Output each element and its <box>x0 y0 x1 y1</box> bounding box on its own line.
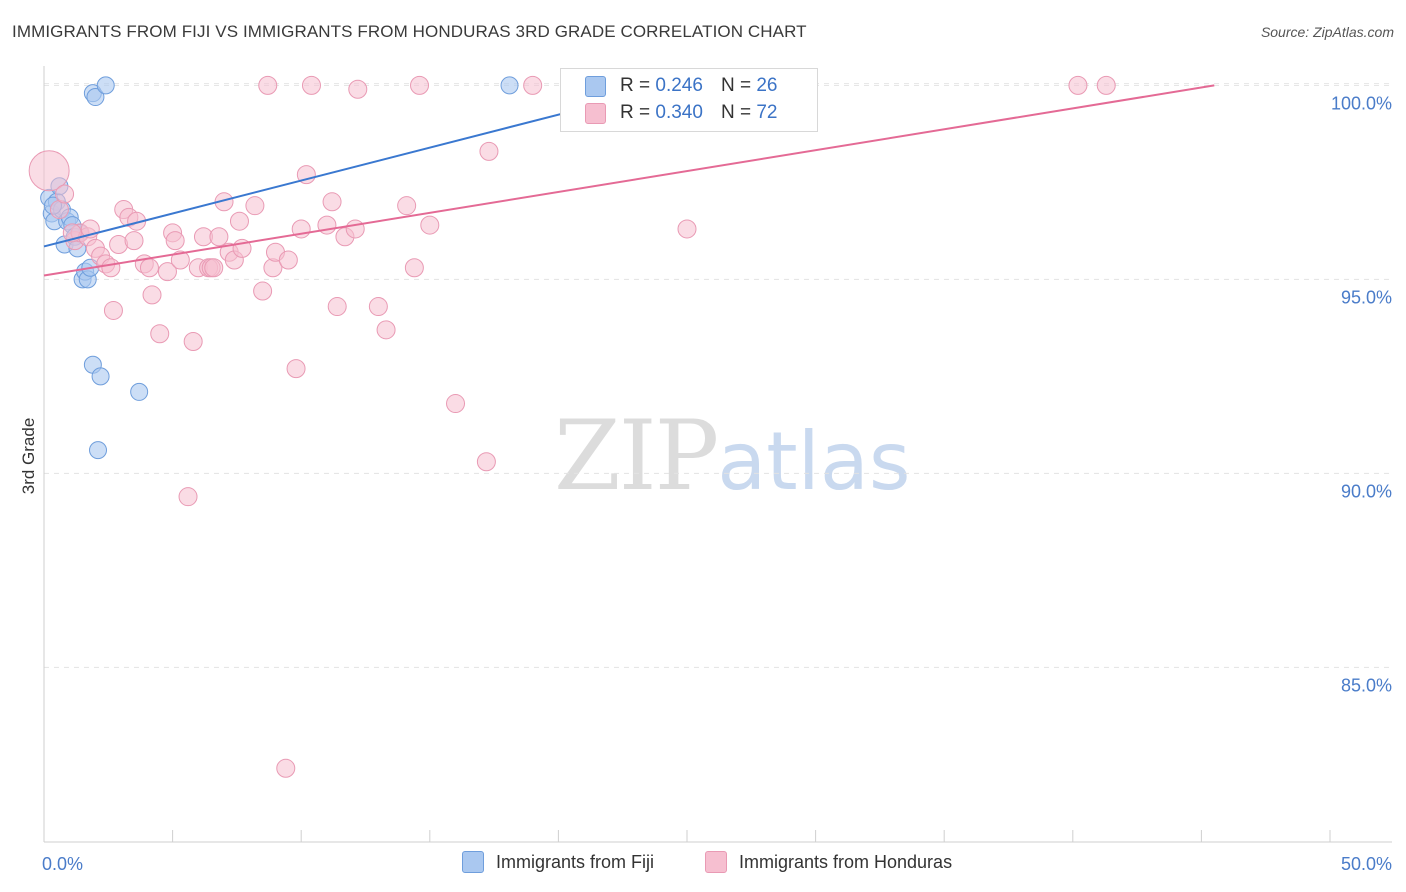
honduras-points <box>28 75 1116 778</box>
y-tick-label: 85.0% <box>1341 675 1392 695</box>
honduras-point <box>101 258 121 278</box>
honduras-r-label: R = <box>620 102 651 123</box>
honduras-point <box>150 324 170 344</box>
y-axis-label: 3rd Grade <box>19 418 38 495</box>
fiji-swatch <box>585 75 606 97</box>
honduras-r-value: 0.340 <box>655 102 703 123</box>
legend-row-fiji: R = 0.246 N = 26 <box>585 73 777 99</box>
fiji-point <box>96 76 115 95</box>
honduras-n-value: 72 <box>756 102 778 123</box>
y-tick-label: 90.0% <box>1341 481 1392 501</box>
honduras-point <box>229 211 249 231</box>
honduras-point <box>170 250 190 270</box>
fiji-r-label: R = <box>620 75 651 96</box>
honduras-point <box>253 281 273 301</box>
y-tick-label: 95.0% <box>1341 287 1392 307</box>
honduras-point <box>376 320 396 340</box>
honduras-point <box>183 331 203 351</box>
honduras-legend-swatch <box>705 851 727 873</box>
axes <box>43 66 1392 843</box>
fiji-n-value: 26 <box>756 75 778 96</box>
honduras-point <box>55 184 75 204</box>
tick-labels: 100.0% 95.0% 90.0% 85.0% 0.0% 50.0% <box>42 93 1392 874</box>
honduras-point <box>327 297 347 317</box>
honduras-point <box>28 150 70 192</box>
honduras-point <box>479 141 499 161</box>
honduras-point <box>523 75 543 95</box>
honduras-point <box>476 452 496 472</box>
honduras-point <box>348 79 368 99</box>
honduras-point <box>286 359 306 379</box>
honduras-point <box>404 258 424 278</box>
honduras-point <box>165 231 185 251</box>
y-tick-label: 100.0% <box>1331 93 1392 113</box>
honduras-point <box>410 75 430 95</box>
honduras-point <box>322 192 342 212</box>
honduras-point <box>446 394 466 414</box>
fiji-point <box>89 441 108 460</box>
honduras-point <box>139 258 159 278</box>
honduras-point <box>677 219 697 239</box>
honduras-point <box>157 262 177 282</box>
honduras-point <box>142 285 162 305</box>
legend-item-honduras[interactable]: Immigrants from Honduras <box>705 851 952 873</box>
honduras-point <box>1068 75 1088 95</box>
honduras-point <box>258 75 278 95</box>
legend-row-honduras: R = 0.340 N = 72 <box>585 100 777 126</box>
watermark-zip: ZIP <box>554 400 719 512</box>
gridlines <box>44 82 1392 668</box>
watermark: ZIPatlas <box>554 400 911 512</box>
honduras-point <box>301 75 321 95</box>
watermark-atlas: atlas <box>717 415 911 508</box>
fiji-point <box>86 88 105 107</box>
honduras-point <box>209 227 229 247</box>
series-legend: Immigrants from Fiji Immigrants from Hon… <box>0 851 1406 879</box>
honduras-point <box>103 300 123 320</box>
trend-lines <box>43 84 1215 277</box>
honduras-point <box>1096 75 1116 95</box>
chart-title: IMMIGRANTS FROM FIJI VS IMMIGRANTS FROM … <box>12 22 807 41</box>
honduras-point <box>204 258 224 278</box>
source-label: Source: ZipAtlas.com <box>1260 24 1394 40</box>
honduras-n-label: N = <box>720 102 752 123</box>
honduras-point <box>178 487 198 507</box>
honduras-point <box>278 250 298 270</box>
fiji-n-label: N = <box>720 75 752 96</box>
stats-legend: R = 0.246 N = 26 R = 0.340 N = 72 <box>560 68 818 132</box>
legend-item-fiji[interactable]: Immigrants from Fiji <box>462 851 654 873</box>
honduras-point <box>368 297 388 317</box>
honduras-point <box>345 219 365 239</box>
fiji-legend-label: Immigrants from Fiji <box>496 851 655 872</box>
honduras-point <box>124 231 144 251</box>
honduras-point <box>420 215 440 235</box>
honduras-trend-line <box>43 84 1215 277</box>
fiji-point <box>500 76 519 95</box>
x-tick-label-min: 0.0% <box>42 854 83 874</box>
fiji-point <box>130 382 149 401</box>
x-tick-label-max: 50.0% <box>1341 854 1392 874</box>
honduras-swatch <box>585 102 606 124</box>
fiji-legend-swatch <box>462 851 484 873</box>
honduras-legend-label: Immigrants from Honduras <box>739 851 953 872</box>
fiji-r-value: 0.246 <box>655 75 703 96</box>
honduras-point <box>245 196 265 216</box>
honduras-point <box>296 165 316 185</box>
honduras-point <box>397 196 417 216</box>
honduras-point <box>276 758 296 778</box>
fiji-trend-line <box>43 103 598 248</box>
fiji-point <box>91 367 110 386</box>
